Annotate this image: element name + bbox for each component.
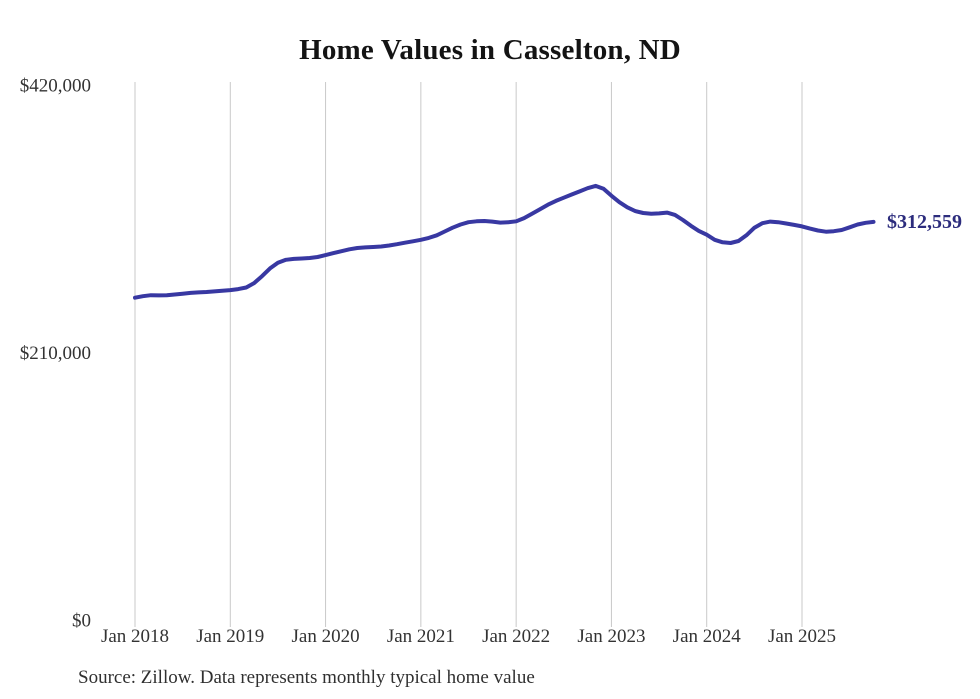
x-tick-label: Jan 2020 — [292, 626, 360, 647]
x-tick-label: Jan 2024 — [673, 626, 742, 647]
chart-title: Home Values in Casselton, ND — [299, 34, 681, 66]
source-note: Source: Zillow. Data represents monthly … — [78, 667, 535, 688]
x-tick-label: Jan 2023 — [577, 626, 645, 647]
x-tick-label: Jan 2019 — [196, 626, 264, 647]
home-value-line — [133, 183, 876, 300]
x-tick-label: Jan 2021 — [387, 626, 455, 647]
latest-value-label: $312,559 — [887, 211, 962, 233]
y-tick-label: $420,000 — [20, 76, 91, 97]
y-tick-label: $0 — [72, 611, 91, 632]
x-tick-label: Jan 2018 — [101, 626, 169, 647]
x-tick-label: Jan 2022 — [482, 626, 550, 647]
x-tick-label: Jan 2025 — [768, 626, 836, 647]
y-tick-label: $210,000 — [20, 343, 91, 364]
